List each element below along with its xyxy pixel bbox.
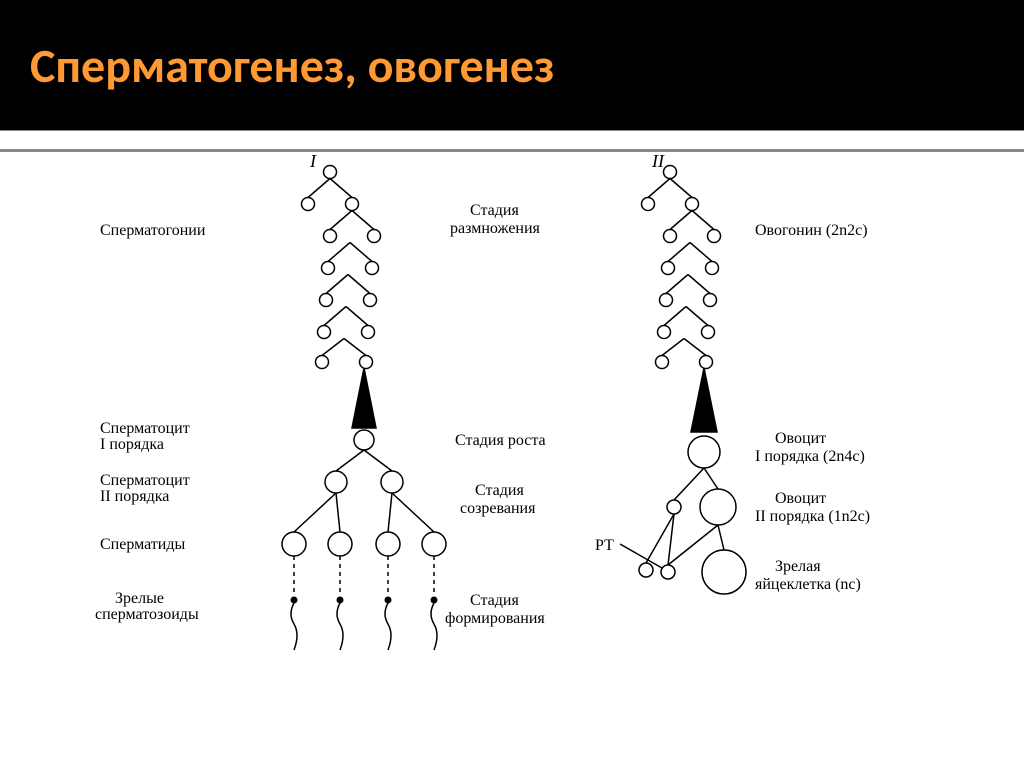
lbl-egg-a: Зрелая (775, 558, 821, 576)
lbl-stage-mult-a: Стадия (470, 202, 519, 220)
lbl-ovogonin: Овогонин (2n2c) (755, 222, 868, 240)
title-header: Сперматогенез, овогенез (0, 0, 1024, 130)
lbl-rt: РТ (595, 537, 614, 555)
lbl-sp2b: II порядка (100, 488, 169, 506)
lbl-stage-form-a: Стадия (470, 592, 519, 610)
roman-2: II (652, 152, 664, 172)
lbl-oo2a: Овоцит (775, 490, 826, 508)
lbl-spermatids: Сперматиды (100, 536, 185, 554)
lbl-oo1b: I порядка (2n4c) (755, 448, 865, 466)
lbl-mature-a: Зрелые (115, 590, 164, 608)
lbl-sp1b: I порядка (100, 436, 164, 454)
lbl-stage-mult-b: размножения (450, 220, 540, 238)
roman-1: I (310, 152, 316, 172)
divider-bar (0, 130, 1024, 152)
lbl-stage-form-b: формирования (445, 610, 545, 628)
diagram-area: I II Сперматогонии Сперматоцит I порядка… (0, 152, 1024, 752)
lbl-egg-b: яйцеклетка (nc) (755, 576, 861, 594)
lbl-sp2a: Сперматоцит (100, 472, 190, 490)
lbl-spermatogonii: Сперматогонии (100, 222, 205, 240)
lbl-stage-growth: Стадия роста (455, 432, 546, 450)
lbl-oo2b: II порядка (1n2c) (755, 508, 870, 526)
lbl-stage-mat-a: Стадия (475, 482, 524, 500)
lbl-oo1a: Овоцит (775, 430, 826, 448)
lbl-stage-mat-b: созревания (460, 500, 535, 518)
lbl-sp1a: Сперматоцит (100, 420, 190, 438)
lbl-mature-b: сперматозоиды (95, 606, 199, 624)
page-title: Сперматогенез, овогенез (30, 36, 554, 95)
